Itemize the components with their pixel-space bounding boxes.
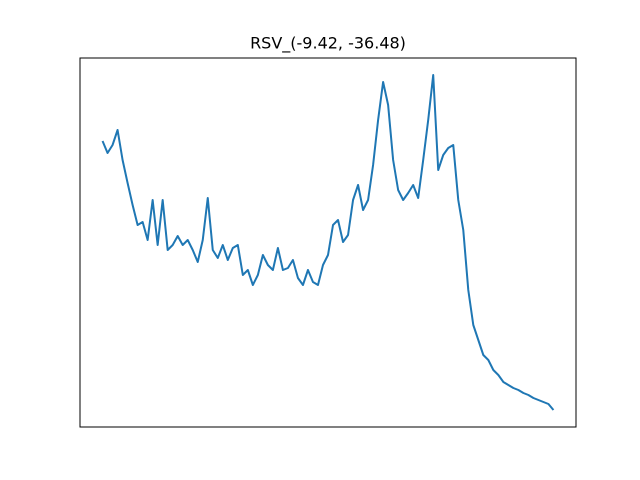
- plot-frame: [79, 57, 577, 428]
- data-line: [101, 74, 555, 411]
- chart-title: RSV_(-9.42, -36.48): [250, 34, 406, 54]
